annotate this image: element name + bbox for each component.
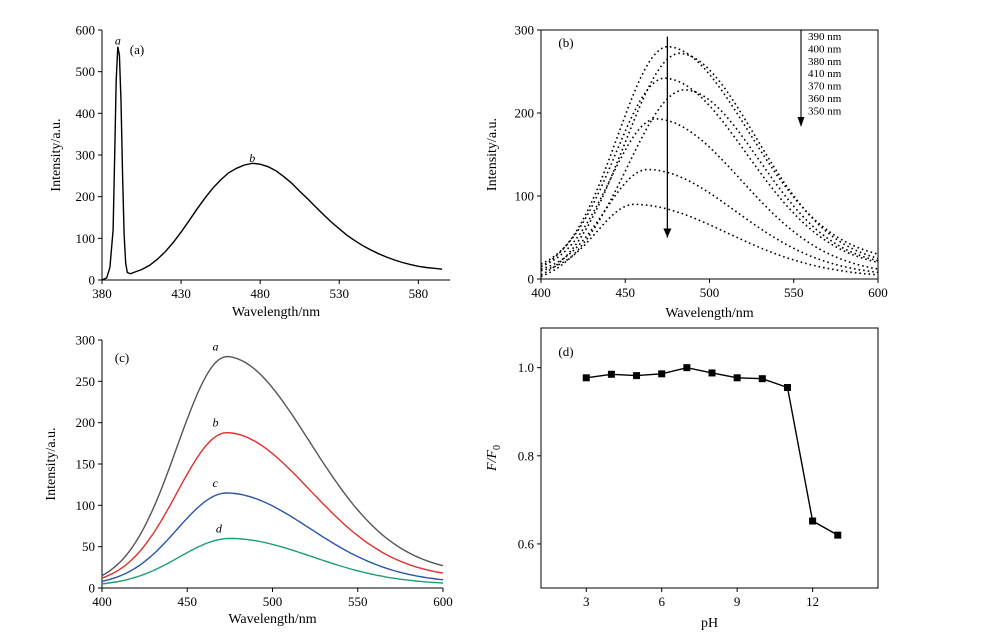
series-line-5	[540, 117, 879, 270]
x-axis-label: Wavelength/nm	[665, 306, 753, 321]
x-tick-label: 530	[330, 286, 350, 301]
x-tick-label: 3	[583, 594, 590, 609]
y-tick-label: 100	[76, 231, 96, 246]
x-tick-label: 9	[734, 594, 741, 609]
data-point	[658, 370, 666, 378]
y-tick-label: 150	[76, 457, 96, 472]
y-tick-label: 0	[528, 272, 535, 287]
legend-entry: 390 nm	[808, 31, 842, 43]
x-tick-label: 400	[531, 285, 551, 300]
x-tick-label: 480	[250, 286, 270, 301]
x-axis-label: pH	[701, 616, 718, 631]
x-tick-label: 6	[658, 594, 665, 609]
data-point	[758, 375, 766, 383]
x-tick-label: 380	[92, 286, 112, 301]
panel-label: (a)	[130, 42, 144, 57]
y-tick-label: 300	[76, 333, 96, 348]
y-tick-label: 0	[89, 581, 96, 596]
data-point	[809, 517, 817, 525]
y-tick-label: 200	[76, 415, 96, 430]
x-tick-label: 550	[348, 594, 368, 609]
y-tick-label: 600	[76, 23, 96, 38]
series-line-2	[540, 52, 879, 276]
x-tick-label: 500	[263, 594, 283, 609]
y-tick-label: 300	[76, 148, 96, 163]
x-tick-label: 430	[171, 286, 191, 301]
series-line-4	[101, 537, 444, 585]
x-tick-label: 450	[616, 285, 636, 300]
legend-entry: 400 nm	[808, 43, 842, 55]
y-tick-label: 300	[515, 23, 535, 38]
x-tick-label: 500	[700, 285, 720, 300]
x-tick-label: 600	[433, 594, 453, 609]
y-axis-label: Intensity/a.u.	[44, 427, 59, 500]
data-point	[633, 372, 641, 380]
panel-label: (c)	[115, 350, 129, 365]
legend-entry: 370 nm	[808, 81, 842, 93]
y-tick-label: 0.6	[518, 536, 535, 551]
x-tick-label: 450	[178, 594, 198, 609]
trend-arrow-head	[663, 228, 672, 238]
curve-label: a	[115, 34, 121, 48]
curve-label: b	[249, 151, 255, 165]
y-tick-label: 250	[76, 374, 96, 389]
legend-entry: 350 nm	[808, 105, 842, 117]
legend-entry: 360 nm	[808, 93, 842, 105]
series-line-6	[540, 168, 879, 274]
y-tick-label: 400	[76, 106, 96, 121]
series-line-2	[101, 431, 444, 579]
x-axis-label: Wavelength/nm	[232, 305, 320, 320]
panel-label: (d)	[558, 344, 573, 359]
y-tick-label: 500	[76, 64, 96, 79]
chart-panel-4: 3 6 9 12 0.6 0.8 1.0 pH F/F0 (d)	[485, 327, 879, 631]
y-tick-label: 0.8	[518, 448, 534, 463]
legend-arrow-head	[797, 117, 805, 127]
x-tick-label: 12	[806, 594, 819, 609]
chart-panel-3: 400 450 500 550 600 0 50 100 150 200 250 300 Wavelen…	[44, 333, 453, 628]
y-axis-label: Intensity/a.u.	[485, 118, 500, 191]
x-tick-label: 600	[868, 285, 888, 300]
y-axis-label: F/F0	[485, 445, 503, 472]
data-point	[834, 531, 842, 539]
legend-entry: 410 nm	[808, 68, 842, 80]
series-line-4	[540, 89, 879, 278]
x-axis-label: Wavelength/nm	[228, 612, 316, 627]
legend-entry: 380 nm	[808, 56, 842, 68]
y-tick-label: 100	[76, 498, 96, 513]
y-tick-label: 1.0	[518, 360, 534, 375]
curve-label: d	[216, 521, 223, 535]
data-point	[683, 364, 691, 372]
data-point	[783, 383, 791, 391]
y-tick-label: 50	[82, 539, 95, 554]
series-line-1	[101, 46, 443, 281]
y-axis-label: Intensity/a.u.	[49, 118, 64, 191]
chart-panel-2: 400 450 500 550 600 0 100 200 300 Wavelength/nm In…	[485, 23, 888, 322]
panel-label: (b)	[558, 35, 573, 50]
y-tick-label: 0	[89, 273, 96, 288]
data-point	[733, 374, 741, 382]
x-tick-label: 550	[784, 285, 804, 300]
data-point	[582, 374, 590, 382]
chart-panel-1: 380 430 480 530 580 0 100 200 300 400 500 600 Wavele…	[49, 23, 450, 320]
curve-label: a	[212, 340, 218, 354]
series-line-7	[540, 203, 879, 276]
series-line-1	[101, 355, 444, 577]
y-tick-label: 100	[515, 189, 535, 204]
plot-frame	[540, 327, 879, 589]
curve-label: b	[212, 416, 218, 430]
series-line-3	[101, 492, 444, 583]
series-line-1	[540, 45, 879, 268]
x-tick-label: 400	[92, 594, 112, 609]
y-tick-label: 200	[515, 106, 535, 121]
series-line-1	[586, 366, 839, 536]
x-tick-label: 580	[409, 286, 429, 301]
curve-label: c	[212, 476, 218, 490]
y-tick-label: 200	[76, 189, 96, 204]
data-point	[607, 370, 615, 378]
data-point	[708, 369, 716, 377]
